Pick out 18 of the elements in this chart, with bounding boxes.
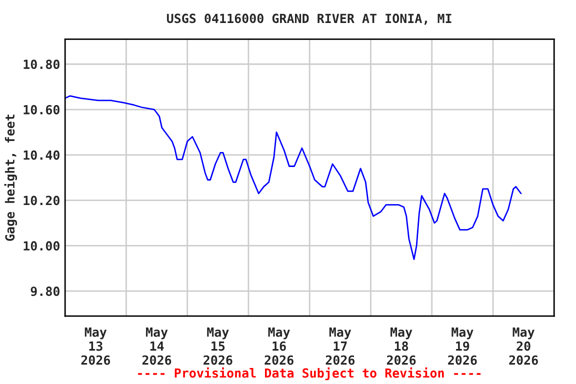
y-tick-label: 10.80: [24, 60, 60, 70]
y-tick-label: 10.60: [24, 104, 60, 114]
y-axis-title: Gage height, feet: [4, 114, 18, 241]
line-series: [65, 95, 522, 260]
y-tick-label: 10.00: [24, 241, 60, 251]
x-tick-label: May 13 2026: [81, 328, 110, 365]
x-tick-label: May 14 2026: [142, 328, 172, 365]
x-tick-label: May 16 2026: [264, 328, 294, 365]
x-tick-label: May 19 2026: [448, 328, 477, 365]
x-tick-label: May 20 2026: [509, 328, 538, 365]
x-tick-label: May 17 2026: [326, 328, 355, 365]
text: ---- Provisional Data Subject to Revision ----: [138, 367, 481, 380]
chart-title: USGS 04116000 GRAND RIVER AT IONIA, MI: [166, 14, 452, 25]
x-tick-label: May 15 2026: [204, 328, 232, 365]
y-tick-label: 10.20: [24, 196, 60, 206]
y-tick-label: 9.80: [30, 286, 60, 296]
y-tick-label: 10.40: [24, 150, 60, 160]
x-tick-label: May 18 2026: [386, 328, 416, 365]
